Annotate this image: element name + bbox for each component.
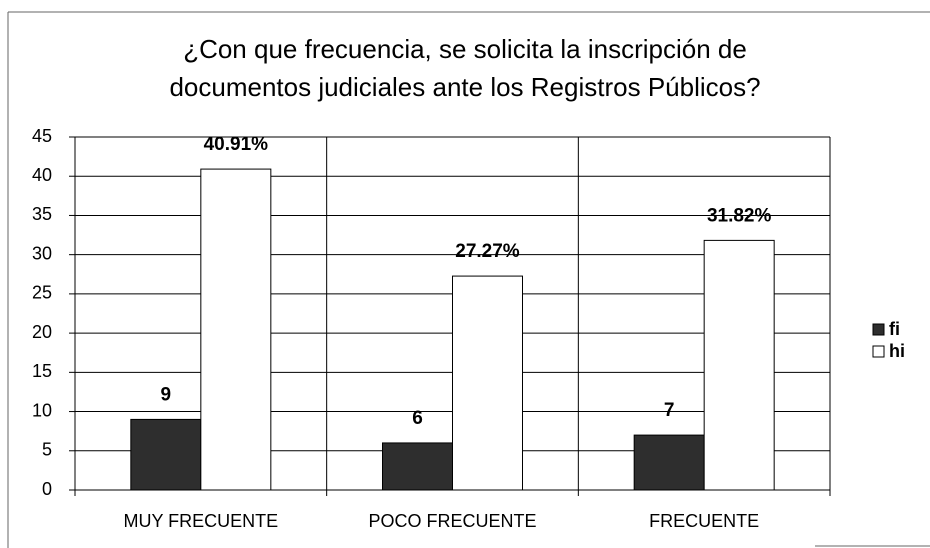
x-tick-label: POCO FRECUENTE	[368, 511, 536, 531]
y-tick-label: 10	[32, 400, 52, 420]
x-tick-label: FRECUENTE	[649, 511, 759, 531]
y-tick-label: 35	[32, 204, 52, 224]
legend-swatch	[872, 323, 885, 336]
y-tick-label: 5	[42, 440, 52, 460]
bar	[703, 239, 775, 491]
data-label: 40.91%	[204, 134, 269, 155]
data-label: 27.27%	[455, 241, 520, 262]
data-label: 7	[664, 400, 675, 421]
data-label: 6	[412, 408, 423, 429]
bar	[452, 275, 523, 491]
y-tick-label: 45	[32, 126, 52, 146]
data-label: 31.82%	[707, 205, 772, 226]
chart-title: ¿Con que frecuencia, se solicita la insc…	[169, 34, 761, 102]
y-tick-label: 20	[32, 322, 52, 342]
legend-label: hi	[889, 341, 905, 361]
y-tick-label: 15	[32, 361, 52, 381]
bar	[130, 418, 202, 491]
bar	[200, 168, 272, 491]
x-tick-label: MUY FRECUENTE	[123, 511, 278, 531]
data-label: 9	[161, 384, 172, 405]
y-tick-label: 30	[32, 243, 52, 263]
y-tick-label: 25	[32, 283, 52, 303]
y-tick-label: 40	[32, 165, 52, 185]
legend-label: fi	[889, 319, 900, 339]
legend-swatch	[872, 345, 885, 358]
y-tick-label: 0	[42, 479, 52, 499]
bar	[633, 434, 705, 491]
bar	[382, 442, 453, 491]
